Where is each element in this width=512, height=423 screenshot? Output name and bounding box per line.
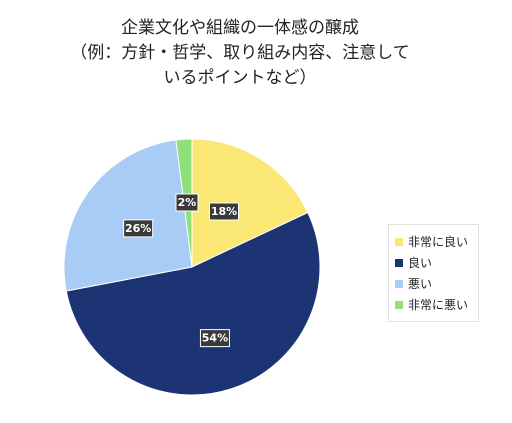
data-label-2: 26% [123,219,154,238]
legend-item-very-good: 非常に良い [395,231,468,252]
legend-label: 非常に悪い [408,298,469,312]
data-label-box [209,202,239,221]
data-label-1: 54% [199,329,230,348]
title-line-1: 企業文化や組織の一体感の醸成 [121,18,359,38]
data-label-box [175,193,199,212]
data-label-text: 26% [125,222,151,235]
legend-label: 良い [408,256,433,270]
legend-swatch [395,279,403,288]
data-label-text: 2% [178,196,197,209]
legend-swatch [395,300,403,309]
legend-item-good: 良い [395,252,468,273]
pie-slice-2 [63,139,193,292]
data-label-box [199,329,230,348]
chart-legend: 非常に良い 良い 悪い 非常に悪い [388,224,480,322]
legend-item-bad: 悪い [395,273,468,294]
legend-label: 悪い [408,277,433,291]
legend-swatch [395,258,403,267]
title-line-2: （例：方針・哲学、取り組み内容、注意して [70,43,410,63]
chart-title: 企業文化や組織の一体感の醸成 （例：方針・哲学、取り組み内容、注意して いるポイ… [10,16,470,91]
data-label-text: 18% [211,205,237,218]
data-label-box [123,219,154,238]
data-label-3: 2% [175,193,199,212]
data-label-0: 18% [209,202,239,221]
data-label-text: 54% [202,332,228,345]
title-line-3: いるポイントなど） [163,68,317,88]
pie-slice-1 [65,211,321,396]
legend-label: 非常に良い [408,235,469,249]
legend-item-very-bad: 非常に悪い [395,294,468,315]
pie-slice-0 [191,138,309,268]
legend-swatch [395,237,403,246]
